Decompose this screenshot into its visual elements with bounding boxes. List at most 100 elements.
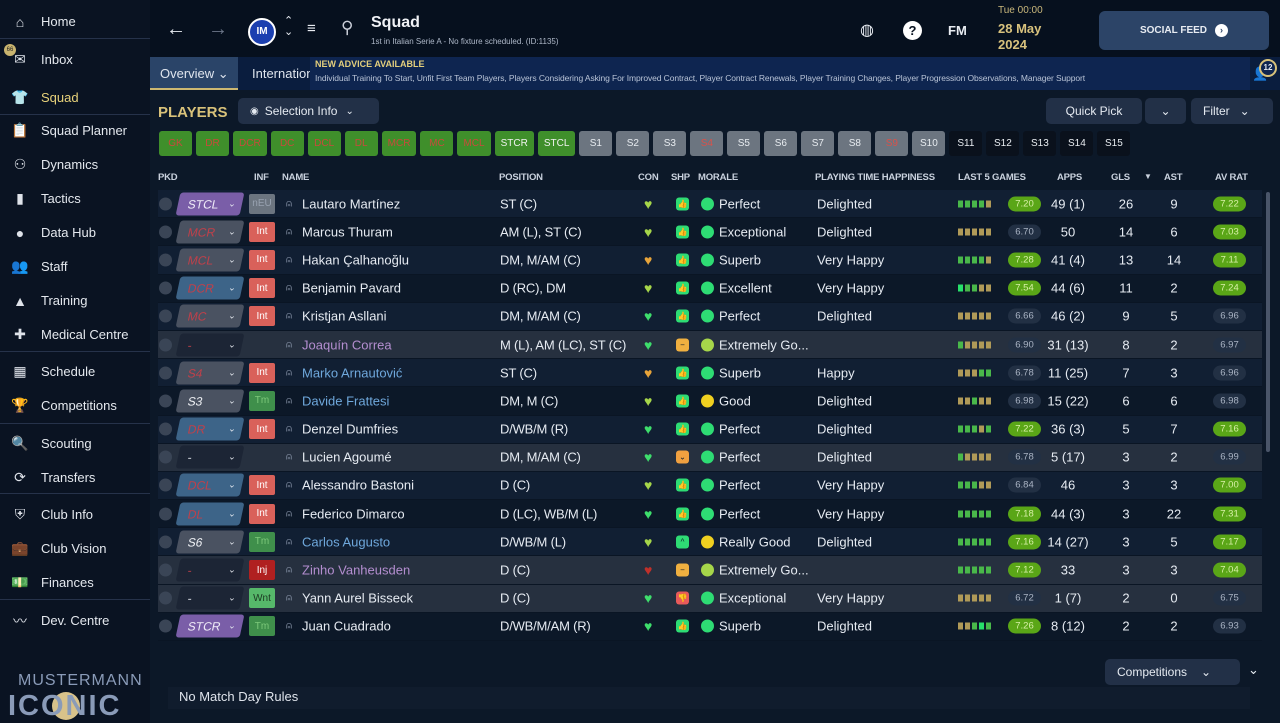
menu-icon[interactable]: ≡ (307, 20, 316, 37)
sidebar-item-squad-planner[interactable]: 📋 Squad Planner (0, 114, 150, 147)
position-chip-s14[interactable]: S14 (1060, 131, 1094, 156)
player-name[interactable]: Lautaro Martínez (302, 196, 401, 212)
table-row[interactable]: MCL ⌄ Int ⍝ Hakan Çalhanoğlu DM, M/AM (C) ♥ 👍 Su… (158, 246, 1262, 275)
collapse-chevron-icon[interactable]: ⌄ (1248, 662, 1259, 677)
position-chip-s13[interactable]: S13 (1023, 131, 1057, 156)
column-header-con[interactable]: CON (638, 172, 659, 183)
table-row[interactable]: S4 ⌄ Int ⍝ Marko Arnautović ST (C) ♥ 👍 Superb Hap… (158, 359, 1262, 388)
pick-checkbox[interactable] (159, 422, 172, 436)
match-day-rules[interactable]: No Match Day Rules (168, 687, 1250, 709)
position-chip-s11[interactable]: S11 (949, 131, 983, 156)
tab-overview[interactable]: Overview ⌄ (150, 57, 238, 90)
column-header-shp[interactable]: SHP (671, 172, 690, 183)
pkd-selector[interactable]: - ⌄ (175, 445, 245, 469)
table-row[interactable]: DCL ⌄ Int ⍝ Alessandro Bastoni D (C) ♥ 👍 Perfect… (158, 471, 1262, 501)
position-chip-s10[interactable]: S10 (912, 131, 946, 156)
forward-arrow-icon[interactable]: → (208, 18, 228, 40)
info-badge[interactable]: Int (249, 278, 275, 299)
column-header-playing-time-happiness[interactable]: PLAYING TIME HAPPINESS (815, 172, 935, 183)
pkd-selector[interactable]: DCR ⌄ (175, 276, 245, 300)
table-row[interactable]: - ⌄ Wnt ⍝ Yann Aurel Bisseck D (C) ♥ 👎 Exception… (158, 584, 1262, 613)
position-chip-s1[interactable]: S1 (579, 131, 613, 156)
position-chip-s12[interactable]: S12 (986, 131, 1020, 156)
info-badge[interactable]: Tm (249, 616, 275, 637)
social-feed-button[interactable]: SOCIAL FEED › (1099, 11, 1269, 50)
pkd-selector[interactable]: DCL ⌄ (175, 473, 245, 497)
advice-banner[interactable]: NEW ADVICE AVAILABLE Individual Training… (310, 57, 1250, 90)
pick-checkbox[interactable] (159, 478, 172, 492)
search-icon[interactable]: ⚲ (341, 18, 354, 37)
position-chip-dr[interactable]: DR (196, 131, 229, 156)
table-row[interactable]: DR ⌄ Int ⍝ Denzel Dumfries D/WB/M (R) ♥ 👍 Perfec… (158, 415, 1262, 444)
sidebar-item-inbox[interactable]: ✉ Inbox (0, 43, 150, 76)
sidebar-item-dev-centre[interactable]: 〰 Dev. Centre (0, 604, 150, 637)
game-date[interactable]: 28 May 2024 (998, 21, 1042, 52)
sidebar-item-competitions[interactable]: 🏆 Competitions (0, 389, 150, 422)
sort-desc-icon[interactable]: ▼ (1144, 172, 1152, 181)
pick-checkbox[interactable] (159, 309, 172, 323)
pick-checkbox[interactable] (159, 535, 172, 549)
column-header-position[interactable]: POSITION (499, 172, 543, 183)
scrollbar[interactable] (1266, 192, 1270, 452)
table-row[interactable]: STCR ⌄ Tm ⍝ Juan Cuadrado D/WB/M/AM (R) ♥ 👍 Supe… (158, 613, 1262, 641)
quick-pick-button[interactable]: Quick Pick (1046, 98, 1142, 124)
column-header-pkd[interactable]: PKD (158, 172, 178, 183)
pick-checkbox[interactable] (159, 253, 172, 267)
sidebar-item-medical-centre[interactable]: ✚ Medical Centre (0, 318, 150, 351)
column-header-morale[interactable]: MORALE (698, 172, 738, 183)
sidebar-item-schedule[interactable]: ▦ Schedule (0, 355, 150, 388)
player-name[interactable]: Yann Aurel Bisseck (302, 590, 414, 606)
column-header-inf[interactable]: INF (254, 172, 269, 183)
pick-checkbox[interactable] (159, 197, 172, 211)
sidebar-item-squad[interactable]: 👕 Squad (0, 81, 150, 114)
player-name[interactable]: Kristjan Asllani (302, 308, 387, 324)
position-chip-s7[interactable]: S7 (801, 131, 835, 156)
position-chip-mcl[interactable]: MCL (457, 131, 491, 156)
position-chip-s3[interactable]: S3 (653, 131, 687, 156)
table-row[interactable]: STCL ⌄ nEU ⍝ Lautaro Martínez ST (C) ♥ 👍 Perfect… (158, 190, 1262, 219)
player-name[interactable]: Marko Arnautović (302, 365, 403, 381)
player-name[interactable]: Hakan Çalhanoğlu (302, 252, 409, 268)
position-chip-dc[interactable]: DC (270, 131, 304, 156)
position-chip-s9[interactable]: S9 (875, 131, 909, 156)
position-chip-s8[interactable]: S8 (838, 131, 872, 156)
globe-icon[interactable]: ◍ (860, 22, 874, 39)
help-icon[interactable]: ? (903, 21, 922, 40)
position-chip-s2[interactable]: S2 (616, 131, 650, 156)
player-name[interactable]: Davide Frattesi (302, 393, 390, 409)
table-row[interactable]: MCR ⌄ Int ⍝ Marcus Thuram AM (L), ST (C) ♥ 👍 Exc… (158, 218, 1262, 247)
pkd-selector[interactable]: MC ⌄ (175, 304, 245, 328)
info-badge[interactable]: Tm (249, 531, 275, 552)
player-name[interactable]: Denzel Dumfries (302, 421, 399, 437)
club-switch-icon[interactable]: ⌃ ⌄ (284, 15, 294, 38)
pick-checkbox[interactable] (159, 507, 172, 521)
column-header-gls[interactable]: GLS (1111, 172, 1130, 183)
column-header-apps[interactable]: APPS (1057, 172, 1083, 183)
pick-checkbox[interactable] (159, 450, 172, 464)
pick-checkbox[interactable] (159, 591, 172, 605)
sidebar-item-dynamics[interactable]: ⚇ Dynamics (0, 148, 150, 181)
sidebar-item-club-vision[interactable]: 💼 Club Vision (0, 532, 150, 565)
sidebar-item-scouting[interactable]: 🔍 Scouting (0, 427, 150, 460)
position-chip-s5[interactable]: S5 (727, 131, 761, 156)
table-row[interactable]: S6 ⌄ Tm ⍝ Carlos Augusto D/WB/M (L) ♥ ^ Really G… (158, 528, 1262, 557)
position-chip-stcl[interactable]: STCL (537, 131, 576, 156)
table-row[interactable]: - ⌄ Inj ⍝ Zinho Vanheusden D (C) ♥ − Extremely G… (158, 556, 1262, 585)
table-row[interactable]: DL ⌄ Int ⍝ Federico Dimarco D (LC), WB/M (L) ♥… (158, 500, 1262, 529)
pkd-selector[interactable]: MCL ⌄ (175, 248, 245, 272)
info-badge[interactable]: Int (249, 475, 275, 496)
pick-checkbox[interactable] (159, 281, 172, 295)
position-chip-mc[interactable]: MC (420, 131, 454, 156)
back-arrow-icon[interactable]: ← (166, 18, 186, 40)
column-header-ast[interactable]: AST (1164, 172, 1183, 183)
column-header-last-5-games[interactable]: LAST 5 GAMES (958, 172, 1026, 183)
table-row[interactable]: - ⌄ ⍝ Lucien Agoumé DM, M/AM (C) ♥ ⌄ Perfect Del… (158, 443, 1262, 472)
player-name[interactable]: Benjamin Pavard (302, 280, 401, 296)
quick-pick-dropdown[interactable]: ⌄ (1145, 98, 1186, 124)
table-row[interactable]: MC ⌄ Int ⍝ Kristjan Asllani DM, M/AM (C) ♥ 👍 Per… (158, 302, 1262, 331)
filter-button[interactable]: Filter ⌄ (1191, 98, 1273, 124)
player-name[interactable]: Juan Cuadrado (302, 618, 391, 634)
column-header-av-rat[interactable]: AV RAT (1215, 172, 1248, 183)
pkd-selector[interactable]: - ⌄ (175, 333, 245, 357)
fm-button[interactable]: FM (948, 23, 967, 38)
